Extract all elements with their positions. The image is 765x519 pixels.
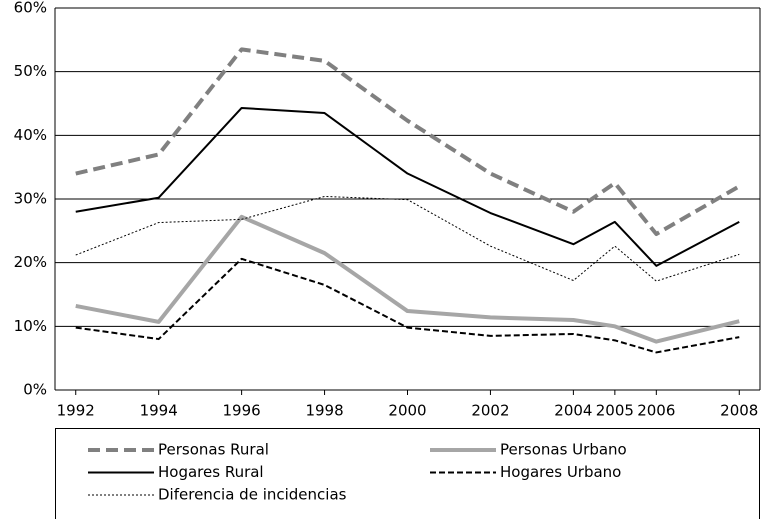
x-tick-label: 2005 xyxy=(596,402,634,420)
x-tick-label: 2000 xyxy=(388,402,426,420)
x-tick-label: 1998 xyxy=(305,402,343,420)
x-tick-label: 1994 xyxy=(140,402,178,420)
legend-label: Personas Urbano xyxy=(500,441,627,459)
series-line xyxy=(75,106,740,267)
legend-label: Diferencia de incidencias xyxy=(158,486,347,504)
series-line xyxy=(75,214,740,344)
x-tick-label: 2006 xyxy=(637,402,675,420)
legend-label: Personas Rural xyxy=(158,441,269,459)
y-tick-label: 50% xyxy=(14,62,47,80)
series-line xyxy=(75,47,741,237)
x-tick-label: 2004 xyxy=(554,402,592,420)
x-tick-label: 1996 xyxy=(223,402,261,420)
series-line xyxy=(75,257,740,354)
y-tick-label: 0% xyxy=(23,381,47,399)
legend-box xyxy=(55,428,760,519)
y-tick-label: 10% xyxy=(14,317,47,335)
y-tick-label: 20% xyxy=(14,253,47,271)
x-tick-label: 2002 xyxy=(471,402,509,420)
legend-label: Hogares Rural xyxy=(158,463,264,481)
series-line xyxy=(75,195,740,282)
legend-label: Hogares Urbano xyxy=(500,463,621,481)
y-tick-label: 30% xyxy=(14,190,47,208)
x-tick-label: 2008 xyxy=(720,402,758,420)
y-tick-label: 40% xyxy=(14,126,47,144)
x-tick-label: 1992 xyxy=(57,402,95,420)
y-tick-label: 60% xyxy=(14,0,47,17)
